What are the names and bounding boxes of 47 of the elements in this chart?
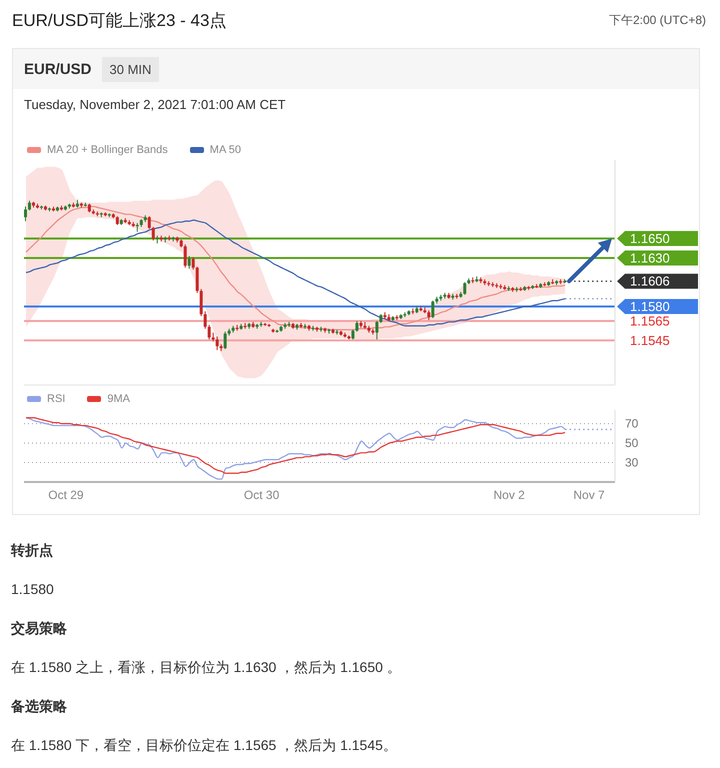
x-tick-label: Nov 2	[494, 488, 526, 502]
y-tick-label: 1.1630	[630, 250, 670, 266]
candlestick	[28, 200, 31, 211]
legend-label: RSI	[47, 393, 66, 405]
y-tick-label: 1.1580	[630, 298, 670, 314]
candlestick	[192, 256, 195, 270]
text: 转折点	[11, 541, 54, 560]
candlestick	[196, 266, 199, 294]
text: 1.1580	[11, 580, 55, 599]
candlestick	[204, 310, 207, 330]
candlestick	[463, 282, 466, 296]
candlestick	[375, 320, 378, 340]
x-tick-label: Oct 30	[244, 488, 280, 502]
candlestick	[431, 300, 434, 319]
y-tick-label: 1.1565	[630, 313, 670, 328]
candlestick	[427, 310, 430, 321]
text: 备选策略	[11, 697, 68, 716]
candlestick	[24, 206, 27, 222]
text: 在 1.1580 之上，看涨，目标价位为 1.1630 ，然后为 1.1650 。	[11, 658, 402, 677]
legend-label: 9MA	[107, 393, 130, 405]
y-tick-label: 1.1545	[630, 332, 670, 348]
candlestick	[200, 288, 203, 317]
candlestick	[184, 244, 187, 268]
candlestick	[224, 331, 227, 350]
y-tick-label: 30	[625, 456, 639, 470]
x-tick-label: Nov 7	[573, 488, 606, 502]
chart-title: EUR/USD可能上涨23 - 43点	[12, 10, 226, 32]
candlestick	[351, 329, 354, 340]
candlestick	[188, 256, 191, 270]
legend-label: MA 20 + Bollinger Bands	[47, 144, 168, 156]
candlestick	[355, 320, 358, 332]
text: 30 MIN	[102, 56, 160, 82]
text: 在 1.1580 下，看空，目标价位定在 1.1565 ，然后为 1.1545。	[11, 736, 398, 755]
text: EUR/USD	[24, 60, 92, 78]
chart-subtitle: Tuesday, November 2, 2021 7:01:00 AM CET	[23, 96, 287, 114]
y-tick-label: 50	[625, 436, 639, 450]
candlestick	[148, 216, 151, 230]
text: 交易策略	[11, 619, 68, 638]
candlestick	[152, 226, 155, 241]
candlestick	[216, 336, 219, 351]
y-tick-label: 70	[625, 416, 639, 431]
legend-label: MA 50	[210, 144, 241, 156]
text: 下午2:00 (UTC+8)	[608, 12, 706, 28]
candlestick	[208, 324, 211, 340]
x-tick-label: Oct 29	[48, 488, 84, 502]
y-tick-label: 1.1606	[630, 274, 670, 289]
y-tick-label: 1.1650	[630, 231, 670, 246]
